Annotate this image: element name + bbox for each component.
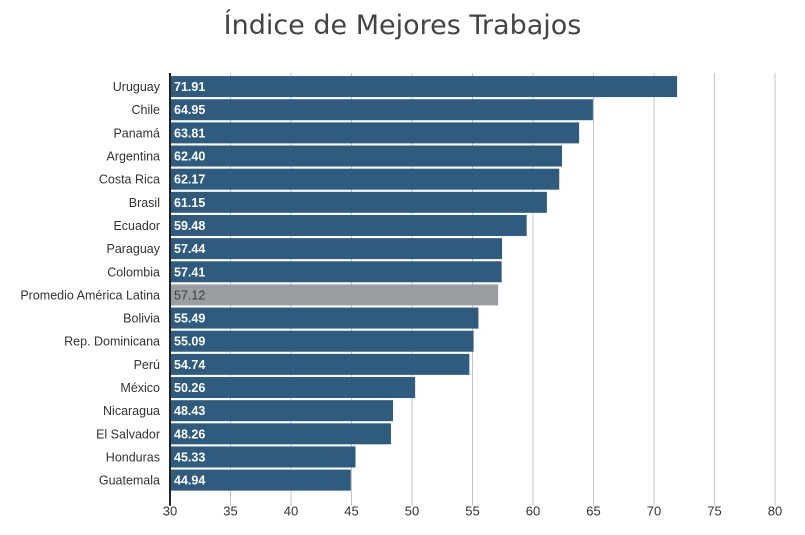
- category-label: Uruguay: [113, 80, 161, 94]
- bar: [170, 238, 503, 260]
- category-label: México: [120, 381, 160, 395]
- bar: [170, 377, 416, 399]
- bar: [170, 284, 499, 306]
- bar: [170, 261, 502, 283]
- category-label: Brasil: [129, 196, 160, 210]
- bar: [170, 168, 560, 190]
- bar: [170, 330, 474, 352]
- category-label: Bolivia: [123, 312, 160, 326]
- bar-value-label: 55.49: [174, 312, 205, 326]
- bar-value-label: 61.15: [174, 196, 205, 210]
- x-tick-label: 70: [647, 504, 661, 519]
- chart-title: Índice de Mejores Trabajos: [223, 10, 582, 41]
- bar: [170, 446, 356, 468]
- bar-value-label: 62.40: [174, 150, 205, 164]
- bar: [170, 145, 563, 167]
- bar-value-label: 54.74: [174, 358, 205, 372]
- category-label: Rep. Dominicana: [64, 335, 160, 349]
- category-label: Honduras: [106, 450, 160, 464]
- category-label: Ecuador: [113, 219, 160, 233]
- bar: [170, 122, 580, 144]
- bar-value-label: 50.26: [174, 381, 205, 395]
- bar: [170, 469, 351, 491]
- bar: [170, 191, 547, 213]
- bar: [170, 423, 391, 445]
- x-tick-label: 30: [163, 504, 177, 519]
- bar-value-label: 57.44: [174, 242, 205, 256]
- bar-value-label: 48.43: [174, 404, 205, 418]
- x-tick-label: 60: [526, 504, 540, 519]
- category-label: Paraguay: [106, 242, 160, 256]
- category-label: Colombia: [107, 265, 160, 279]
- category-label: Nicaragua: [103, 404, 160, 418]
- category-label: Chile: [132, 103, 161, 117]
- bar-value-label: 62.17: [174, 173, 205, 187]
- bar-value-label: 55.09: [174, 335, 205, 349]
- x-tick-label: 55: [465, 504, 479, 519]
- category-label: Guatemala: [99, 474, 160, 488]
- category-label: Perú: [134, 358, 160, 372]
- x-tick-label: 35: [223, 504, 237, 519]
- x-tick-label: 75: [707, 504, 721, 519]
- category-label: Argentina: [106, 150, 160, 164]
- category-label: Promedio América Latina: [20, 288, 160, 302]
- bar-value-label: 48.26: [174, 427, 205, 441]
- x-tick-label: 40: [284, 504, 298, 519]
- bar-value-label: 44.94: [174, 474, 205, 488]
- bar: [170, 214, 527, 236]
- bar: [170, 353, 470, 375]
- category-label: El Salvador: [96, 427, 160, 441]
- bar-value-label: 59.48: [174, 219, 205, 233]
- bar: [170, 76, 678, 98]
- bar: [170, 307, 479, 329]
- bar-value-label: 71.91: [174, 80, 205, 94]
- x-tick-label: 80: [768, 504, 782, 519]
- bar-value-label: 57.41: [174, 265, 205, 279]
- x-tick-label: 50: [405, 504, 419, 519]
- bar: [170, 99, 593, 121]
- x-tick-label: 45: [344, 504, 358, 519]
- bar-value-label: 57.12: [174, 288, 205, 302]
- x-tick-label: 65: [586, 504, 600, 519]
- bar: [170, 400, 394, 422]
- category-label: Costa Rica: [99, 173, 160, 187]
- bar-value-label: 45.33: [174, 450, 205, 464]
- category-label: Panamá: [113, 126, 160, 140]
- bar-value-label: 63.81: [174, 126, 205, 140]
- bar-value-label: 64.95: [174, 103, 205, 117]
